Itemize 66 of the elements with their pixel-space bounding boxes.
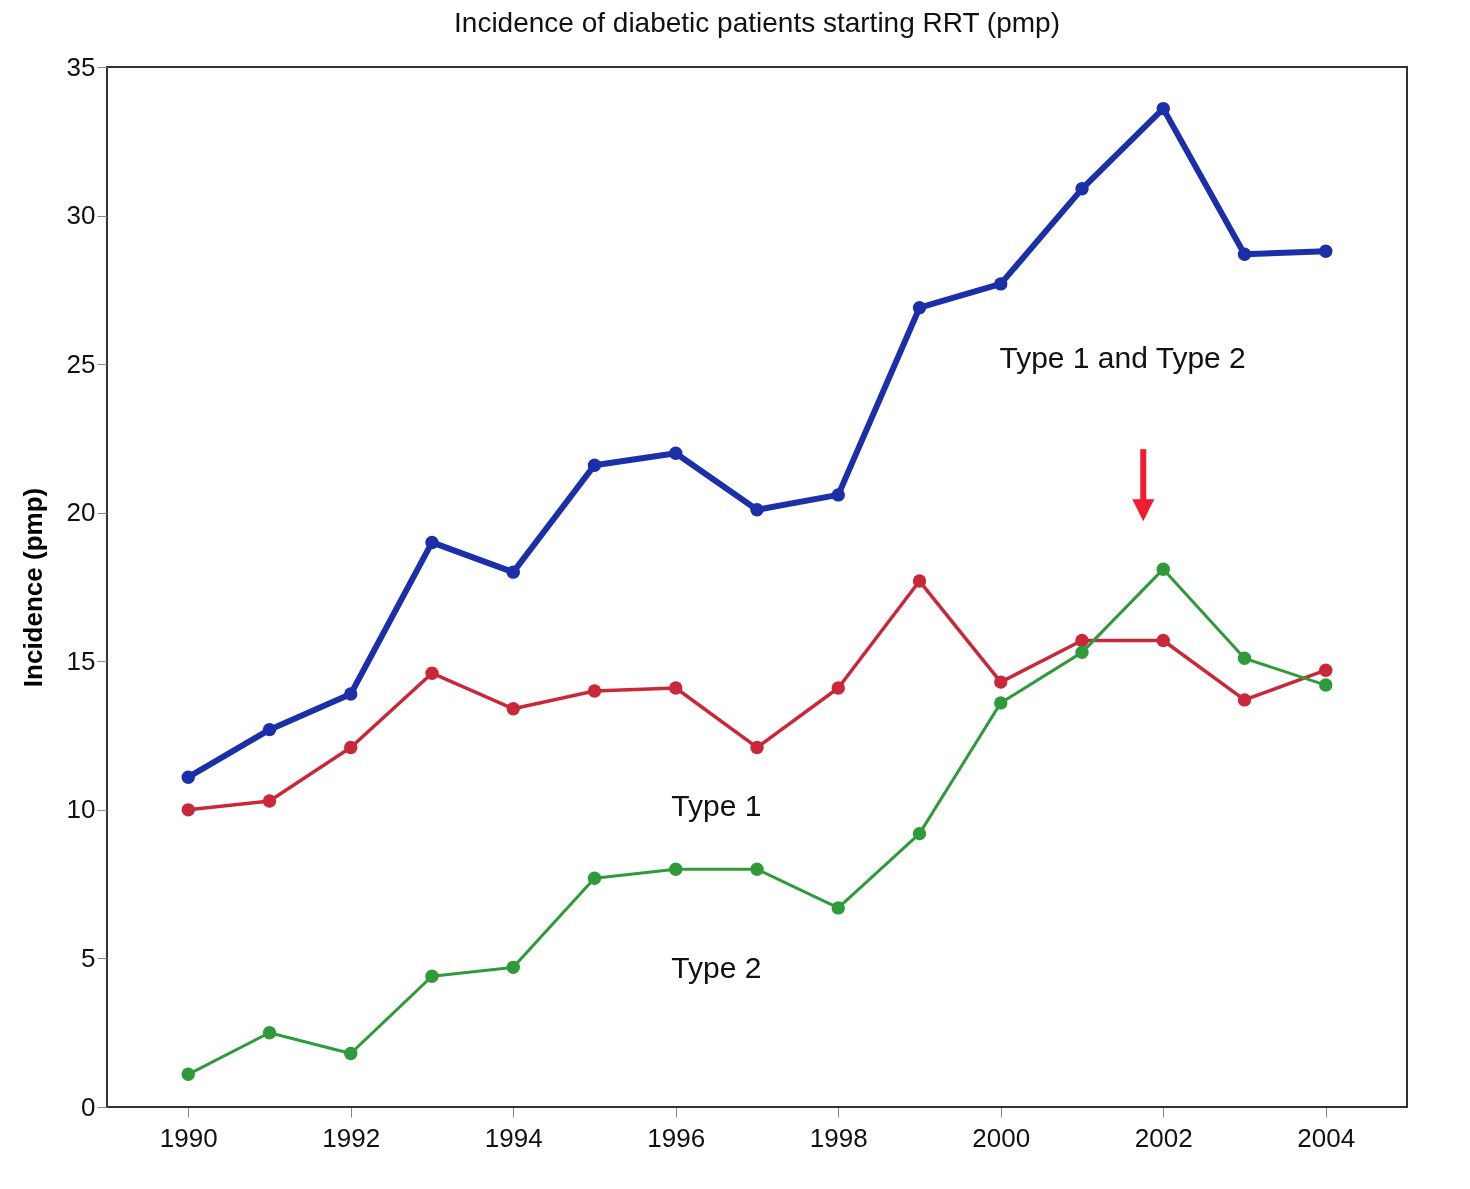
point (1319, 678, 1333, 692)
point (669, 681, 683, 695)
point (1156, 633, 1170, 648)
y-tick-label: 35 (66, 51, 96, 82)
point (1156, 101, 1170, 116)
point (506, 960, 520, 975)
point (587, 684, 602, 698)
text: Type 2 (671, 951, 762, 985)
point (425, 969, 439, 983)
x-tick-label: 2004 (1297, 1122, 1356, 1153)
point (1237, 247, 1252, 261)
point (1319, 663, 1333, 677)
point (1075, 645, 1089, 660)
point (669, 862, 683, 876)
series-label: Type 1 and Type 2 (999, 340, 1246, 374)
point (506, 565, 520, 579)
point (831, 488, 845, 502)
point (262, 794, 277, 808)
point (1237, 693, 1252, 707)
point (181, 803, 195, 817)
point (181, 770, 195, 784)
point (1319, 244, 1333, 258)
point (181, 1067, 195, 1082)
point (425, 535, 439, 550)
point (344, 740, 358, 755)
chart-title: Incidence of diabetic patients starting RRT (pmp) (454, 7, 1060, 38)
point (262, 722, 277, 737)
point (750, 740, 764, 755)
point (262, 1026, 277, 1040)
point (912, 826, 927, 841)
point (1237, 651, 1252, 666)
point (994, 675, 1008, 689)
y-tick-label: 5 (81, 942, 96, 973)
point (1075, 633, 1089, 648)
point (1156, 562, 1170, 576)
point (425, 666, 439, 680)
y-tick-label: 15 (66, 645, 96, 676)
point (750, 862, 764, 876)
point (587, 458, 602, 472)
y-axis-title: Incidence (pmp) (17, 487, 48, 688)
point (750, 503, 764, 517)
x-tick-label: 1998 (809, 1122, 868, 1153)
x-tick-label: 1992 (322, 1122, 381, 1153)
point (831, 681, 845, 695)
point (994, 277, 1008, 291)
point (669, 446, 683, 460)
point (344, 687, 358, 701)
point (506, 702, 520, 716)
point (912, 574, 927, 588)
point (1075, 182, 1089, 196)
point (831, 901, 845, 915)
y-tick-label: 30 (66, 200, 96, 231)
y-tick-label: 25 (66, 348, 96, 379)
point (587, 871, 602, 885)
x-tick-label: 2000 (972, 1122, 1031, 1153)
x-tick-label: 2002 (1134, 1122, 1193, 1153)
y-tick-label: 0 (81, 1091, 96, 1122)
x-tick-label: 1996 (647, 1122, 706, 1153)
x-tick-label: 1990 (159, 1122, 218, 1153)
point (994, 696, 1008, 710)
point (912, 300, 927, 315)
x-tick-label: 1994 (484, 1122, 543, 1153)
point (344, 1046, 358, 1061)
series-label: Type 1 (671, 789, 762, 823)
y-tick-label: 20 (66, 497, 96, 528)
y-tick-label: 10 (66, 794, 96, 825)
